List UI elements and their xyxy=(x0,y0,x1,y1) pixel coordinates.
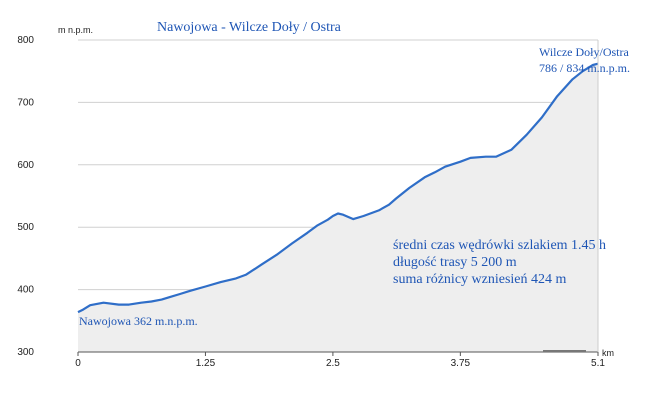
y-axis-label: m n.p.m. xyxy=(58,25,93,35)
x-tick-label: 5.1 xyxy=(591,358,605,369)
elevation-line xyxy=(77,62,599,314)
y-tick-label: 600 xyxy=(17,160,34,171)
info-elevation-gain: suma różnicy wzniesień 424 m xyxy=(393,272,567,287)
x-tick-label: 1.25 xyxy=(196,358,216,369)
start-annotation: Nawojowa 362 m.n.p.m. xyxy=(79,314,198,328)
y-tick-label: 800 xyxy=(17,35,34,46)
y-tick-label: 500 xyxy=(17,222,34,233)
x-axis-label: km xyxy=(602,348,614,358)
x-axis-ticks: 0 1.25 2.5 3.75 5.1 xyxy=(75,352,605,369)
chart-title: Nawojowa - Wilcze Doły / Ostra xyxy=(157,20,342,35)
x-tick-label: 2.5 xyxy=(326,358,340,369)
y-axis-ticks: 300 400 500 600 700 800 xyxy=(17,35,34,358)
info-route-length: długość trasy 5 200 m xyxy=(393,255,517,270)
info-walk-time: średni czas wędrówki szlakiem 1.45 h xyxy=(393,238,606,253)
y-tick-label: 700 xyxy=(17,97,34,108)
y-tick-label: 300 xyxy=(17,347,34,358)
y-tick-label: 400 xyxy=(17,285,34,296)
end-annotation-name: Wilcze Doły/Ostra xyxy=(539,45,629,59)
x-tick-label: 3.75 xyxy=(451,358,471,369)
x-tick-label: 0 xyxy=(75,358,81,369)
elevation-area-fill xyxy=(78,63,598,352)
end-annotation-elevation: 786 / 834 m.n.p.m. xyxy=(539,61,630,75)
